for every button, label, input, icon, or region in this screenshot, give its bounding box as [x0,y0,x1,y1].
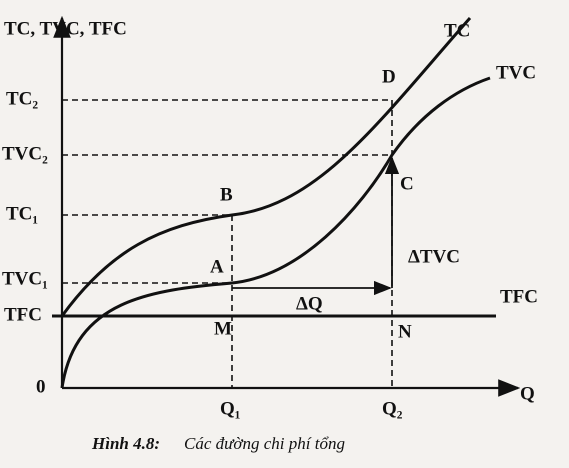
point-label: N [398,321,412,342]
annotation: ΔQ [296,293,323,314]
point-label: A [210,256,224,277]
annotation: ΔTVC [408,246,460,267]
y-label: TVC₁ [2,268,48,289]
point-label: D [382,66,396,87]
curve-label: TC [444,20,470,41]
y-label: TVC₂ [2,143,48,164]
tvc-curve [60,76,491,389]
y-label: TC₂ [6,88,38,109]
y-label: TC₁ [6,203,38,224]
curve-label: TVC [496,62,536,83]
point-label: B [220,184,233,205]
point-label: C [400,173,414,194]
tc-curve [60,17,472,317]
origin-label: 0 [36,376,46,397]
x-label: Q₂ [382,398,403,419]
caption-number: Hình 4.8: [91,434,160,453]
y-axis-label: TC, TVC, TFC [4,18,127,39]
y-label: TFC [4,304,42,325]
caption-text: Các đường chi phí tổng [184,434,345,453]
x-axis-label: Q [520,383,535,404]
x-label: Q₁ [220,398,240,419]
point-label: M [214,318,232,339]
curve-label: TFC [500,286,538,307]
